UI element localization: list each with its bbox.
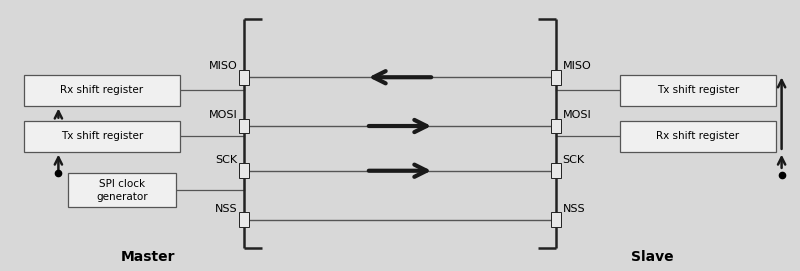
Bar (238, 212, 250, 227)
Text: Rx shift register: Rx shift register (657, 131, 739, 141)
Text: MISO: MISO (562, 61, 591, 71)
Bar (238, 70, 250, 85)
Bar (620, 121, 776, 152)
Text: NSS: NSS (562, 204, 585, 214)
Text: NSS: NSS (215, 204, 238, 214)
Text: Rx shift register: Rx shift register (61, 85, 143, 95)
Bar (68, 173, 176, 207)
Bar (24, 75, 180, 106)
Text: Tx shift register: Tx shift register (61, 131, 143, 141)
Text: SCK: SCK (562, 155, 585, 165)
Bar (550, 163, 561, 178)
Text: SCK: SCK (215, 155, 238, 165)
Bar (24, 121, 180, 152)
Bar (550, 212, 561, 227)
Text: Master: Master (121, 250, 175, 264)
Text: Slave: Slave (630, 250, 674, 264)
Bar (620, 75, 776, 106)
Text: MOSI: MOSI (562, 110, 591, 120)
Bar (550, 118, 561, 133)
Text: Tx shift register: Tx shift register (657, 85, 739, 95)
Text: MOSI: MOSI (209, 110, 238, 120)
Bar (238, 163, 250, 178)
Text: SPI clock
generator: SPI clock generator (96, 179, 148, 202)
Text: MISO: MISO (209, 61, 238, 71)
Bar (238, 118, 250, 133)
Bar (550, 70, 561, 85)
